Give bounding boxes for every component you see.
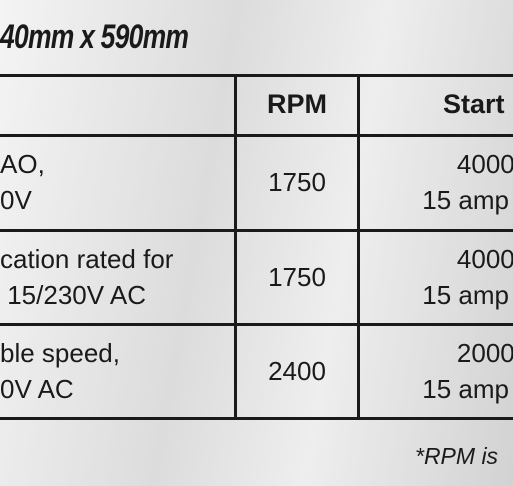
cell: 2400 [268,356,326,386]
cell: cation rated for 15/230V AC [0,244,174,310]
cell: 1750 [268,262,326,292]
title: 40mm x 590mm [0,18,189,56]
row-line [0,229,513,232]
footnote: *RPM is [415,443,499,469]
cell: AO, 0V [0,149,45,215]
cell: 4000 v 15 amp ci [422,149,513,215]
header-cell: Start [443,89,505,119]
column-line [357,75,360,420]
row-line [0,134,513,137]
row-line [0,323,513,326]
column-line [234,75,237,420]
table-border [0,417,513,420]
cell: ble speed, 0V AC [0,338,120,404]
table-border [0,74,513,77]
cell: 4000 v 15 amp ci [422,244,513,310]
header-cell: RPM [267,89,327,119]
cell: 1750 [268,167,326,197]
cell: 2000 v 15 amp ci [422,338,513,404]
